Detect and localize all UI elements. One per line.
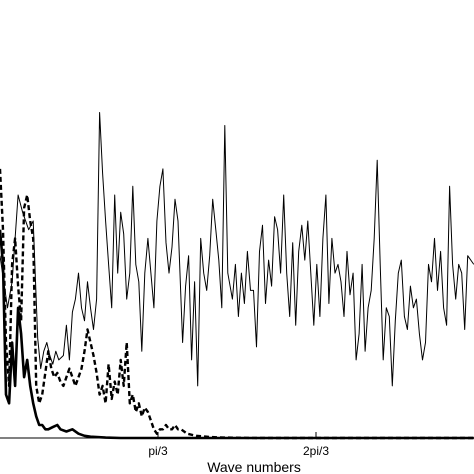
x-axis-ticks: pi/3 2pi/3 (148, 432, 329, 458)
series-dashed-line (0, 168, 474, 440)
x-axis-label: Wave numbers (207, 459, 301, 474)
x-tick-label: 2pi/3 (303, 444, 329, 458)
series-thin-solid-line (0, 112, 474, 387)
plot-area (0, 112, 474, 440)
series-thick-solid-line (0, 229, 474, 440)
x-tick-label: pi/3 (148, 444, 168, 458)
